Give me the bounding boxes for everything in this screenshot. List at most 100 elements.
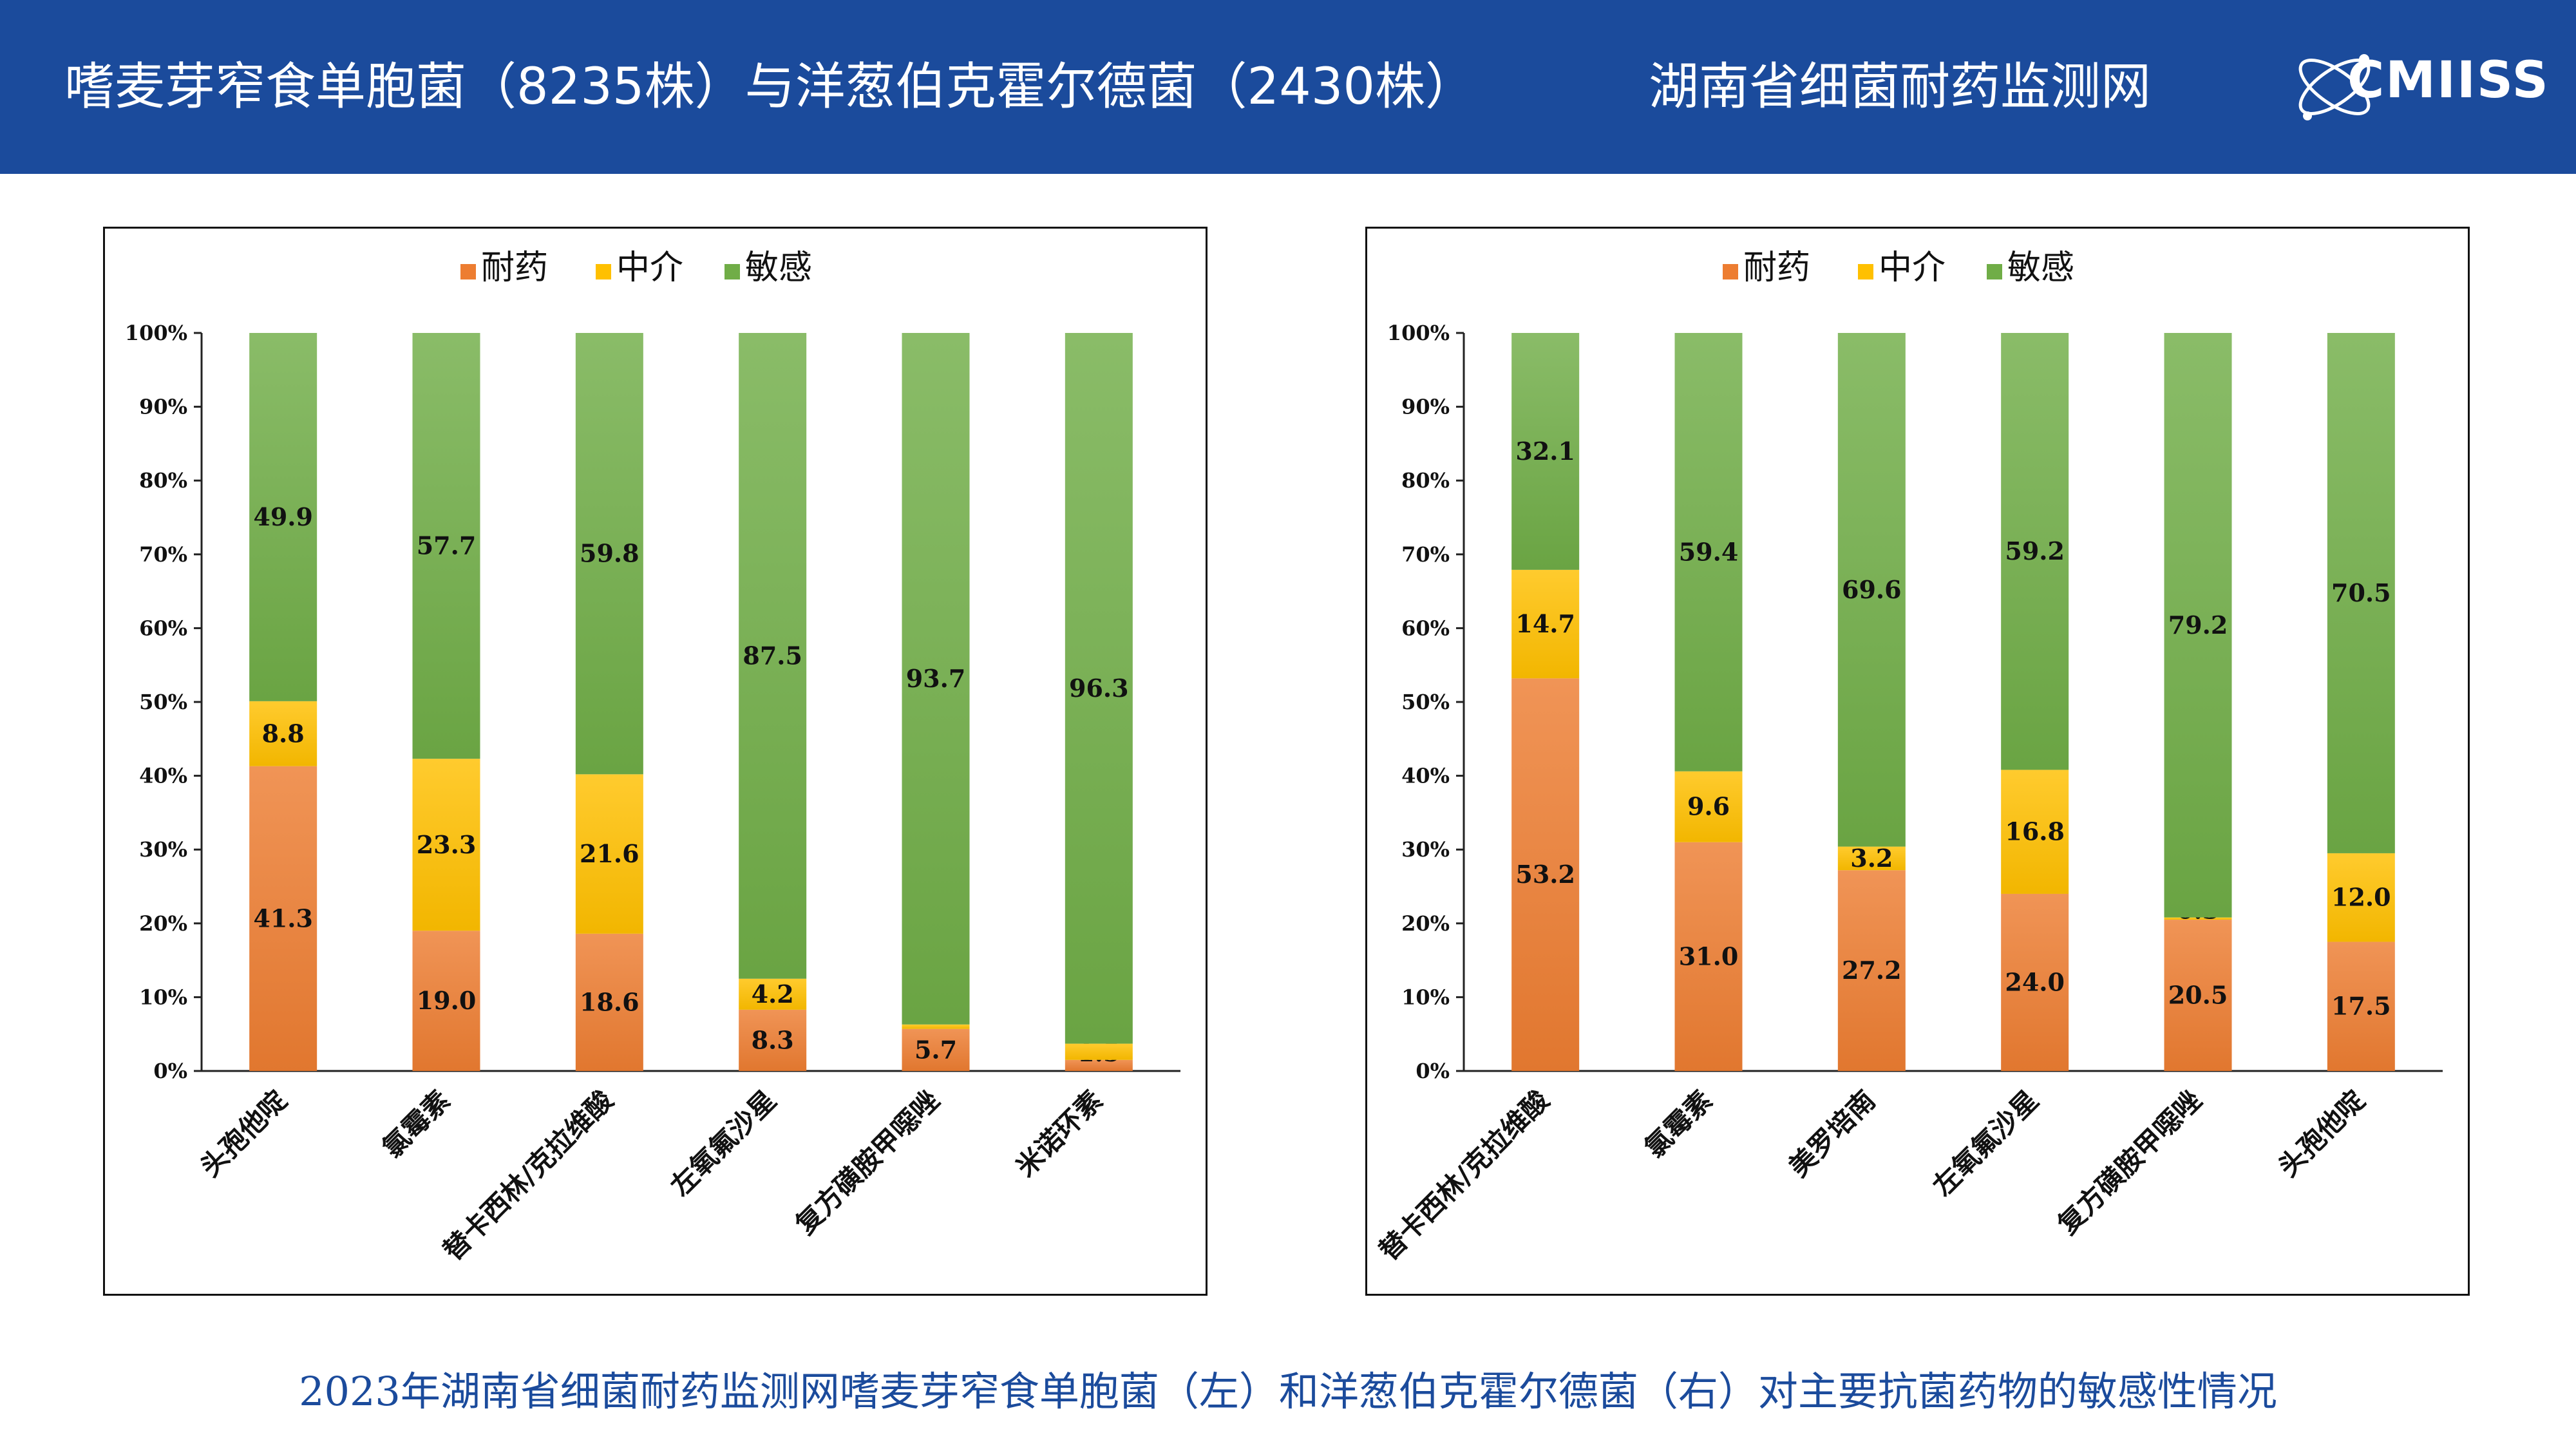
x-tick-label: 复方磺胺甲噁唑 [2052,1084,2208,1240]
y-tick-label: 60% [139,616,187,640]
stacked-bar-chart-right: 耐药 中介 敏感 0% 10% 20% 30% 40% 50% 60% 70% 80% 90% 100% 5… [1373,249,2443,1267]
bar-segment [2327,853,2395,942]
bar-segment [1065,1043,1133,1060]
y-tick-label: 80% [139,468,187,493]
data-label: 27.2 [1842,956,1902,985]
data-label: 41.3 [253,904,313,933]
data-label: 12.0 [2331,883,2391,912]
bar-segment [1837,846,1906,871]
bar-segment [902,333,970,1025]
bar-segment [2327,942,2395,1071]
y-tick-label: 40% [139,764,187,788]
data-label: 4.2 [752,980,794,1009]
x-tick-label: 米诺环素 [1010,1084,1108,1182]
legend-swatch [596,264,611,279]
stacked-bar-chart-left: 耐药 中介 敏感 0% 10% 20% 30% 40% 50% 60% 70% 80% 90% 100% 4… [125,249,1180,1267]
y-tick-label: 10% [139,985,187,1009]
y-tick-label: 50% [139,690,187,714]
y-tick-label: 60% [1401,616,1450,640]
x-tick-label: 左氧氟沙星 [1927,1084,2045,1202]
bar-segment [1837,333,1906,847]
bar-segment [249,333,317,701]
x-tick-label: 头孢他啶 [194,1084,292,1182]
y-tick-label: 0% [153,1059,187,1083]
legend-label: 中介 [616,249,683,287]
chart-legend: 耐药 中介 敏感 [1723,249,2074,287]
bar-segment [2327,333,2395,853]
bar-segment [412,759,480,931]
chart-panel-left: 耐药 中介 敏感 0% 10% 20% 30% 40% 50% 60% 70% 80% 90% 100% 4… [103,227,1208,1296]
data-label: 18.6 [580,987,639,1016]
data-label: 32.1 [1515,437,1575,466]
x-tick-label: 替卡西林/克拉维酸 [437,1084,620,1267]
y-tick-label: 30% [139,837,187,862]
legend-swatch [1723,264,1738,279]
data-label: 3.2 [1850,844,1893,873]
bar-segment [1674,842,1743,1071]
y-tick-label: 30% [1401,837,1450,862]
bar-segment [1065,333,1133,1044]
bar-segment [249,701,317,766]
data-label: 57.7 [417,531,477,560]
bar-segment [412,333,480,759]
data-label: 14.7 [1515,609,1575,638]
legend-label: 耐药 [481,249,548,287]
data-label: 8.8 [262,719,305,748]
bar-segment [1674,771,1743,842]
y-tick-label: 10% [1401,985,1450,1009]
legend-swatch [1858,264,1873,279]
data-label: 59.8 [580,539,639,568]
y-tick-label: 40% [1401,764,1450,788]
data-label: 87.5 [743,641,802,670]
y-tick-label: 20% [1401,911,1450,936]
data-label: 70.5 [2331,578,2391,607]
bar-segment [2164,333,2232,918]
bar-segment [412,931,480,1071]
chart-panel-right: 耐药 中介 敏感 0% 10% 20% 30% 40% 50% 60% 70% 80% 90% 100% 5… [1365,227,2470,1296]
data-label: 49.9 [253,502,313,531]
data-label: 69.6 [1842,575,1902,604]
x-tick-label: 左氧氟沙星 [665,1084,782,1202]
legend-label: 中介 [1879,249,1946,287]
data-label: 16.8 [2005,817,2065,846]
y-tick-label: 90% [139,395,187,419]
legend-swatch [1987,264,2002,279]
network-name: 湖南省细菌耐药监测网 [1649,58,2152,116]
bar-segment [2001,770,2069,894]
bar-segment [575,933,643,1071]
bar-segment [1511,333,1580,570]
y-tick-label: 0% [1416,1059,1450,1083]
logo-text: CMIISS [2347,52,2550,109]
legend-swatch [460,264,476,279]
bar-segment [1511,569,1580,679]
y-tick-label: 80% [1401,468,1450,493]
x-tick-label: 氯霉素 [1638,1084,1718,1164]
x-tick-label: 美罗培南 [1783,1084,1881,1182]
bar-segment [575,333,643,775]
page-title: 嗜麦芽窄食单胞菌（8235株）与洋葱伯克霍尔德菌（2430株） [64,58,1476,116]
bar-segment [2001,893,2069,1071]
y-tick-label: 70% [139,542,187,567]
bar-segment [902,1024,970,1029]
data-label: 21.6 [580,839,639,868]
cmiiss-logo: CMIISS [2289,32,2548,142]
y-tick-label: 50% [1401,690,1450,714]
x-tick-label: 氯霉素 [376,1084,456,1164]
y-tick-label: 100% [125,321,187,345]
bar-segment [739,1009,807,1071]
data-label: 59.4 [1679,537,1739,566]
bar-segment [575,774,643,934]
bar-segment [902,1028,970,1071]
x-tick-label: 头孢他啶 [2272,1084,2371,1182]
data-label: 31.0 [1679,942,1739,971]
bar-segment [2164,920,2232,1071]
y-tick-label: 70% [1401,542,1450,567]
data-label: 17.5 [2331,992,2391,1021]
x-tick-label: 复方磺胺甲噁唑 [790,1084,946,1240]
bar-segment [2164,917,2232,920]
chart-legend: 耐药 中介 敏感 [460,249,812,287]
atom-logo-icon [2298,54,2371,120]
y-tick-label: 90% [1401,395,1450,419]
legend-swatch [724,264,740,279]
data-label: 59.2 [2005,536,2065,565]
